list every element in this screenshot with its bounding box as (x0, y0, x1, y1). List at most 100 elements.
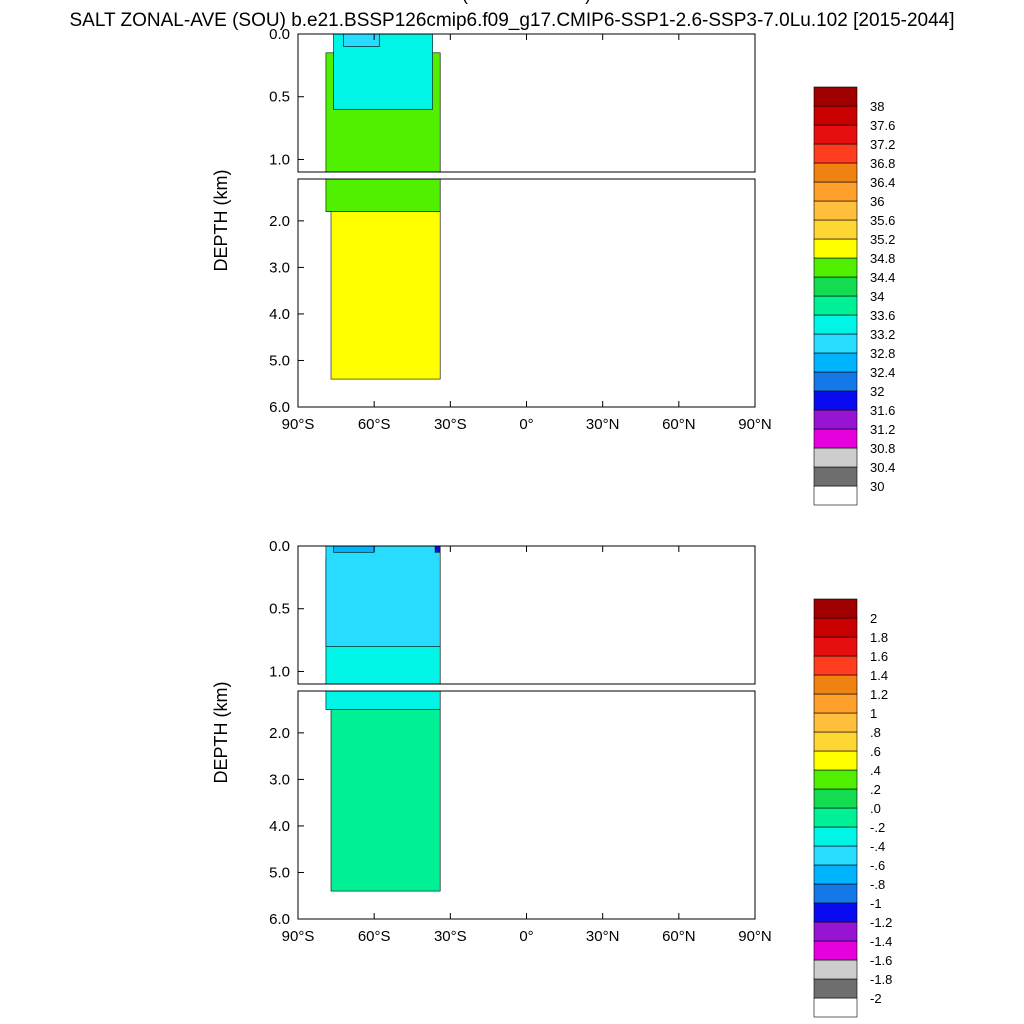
y-axis-label: DEPTH (km) (211, 170, 231, 272)
colorbar-label: 1.2 (870, 687, 888, 702)
colorbar-box (813, 86, 858, 107)
x-tick-label: 90°N (738, 416, 772, 433)
colorbar: 30 30.4 30.8 31.2 31.6 32 32.4 32.8 33.2 33.6 34 34… (813, 86, 895, 506)
colorbar-box (813, 314, 858, 335)
colorbar-box (813, 902, 858, 923)
colorbar-label: -1 (870, 896, 882, 911)
y-tick-label: 4.0 (269, 818, 290, 835)
colorbar-box (813, 997, 858, 1018)
colorbar-label: -1.6 (870, 953, 892, 968)
data-region-2-part-0 (325, 545, 441, 647)
colorbar-box (813, 105, 858, 126)
data-region-0-part-1 (330, 690, 441, 892)
panel-subtitle: (MODEL - OBS) (462, 0, 591, 4)
colorbar-label: -2 (870, 991, 882, 1006)
panel-salinity: 0.0 0.5 1.0 2.0 3.0 4.0 5.0 6.090°S 60°S 30°S 0° 30… (211, 26, 895, 506)
x-tick-label: 60°N (662, 416, 696, 433)
colorbar-label: -1.2 (870, 915, 892, 930)
colorbar-box (813, 333, 858, 354)
x-tick-label: 60°S (358, 928, 391, 945)
colorbar-label: 1 (870, 706, 877, 721)
data-regions (325, 545, 441, 892)
data-region-1-part-1 (325, 178, 441, 212)
data-region-1-part-1 (325, 690, 441, 710)
colorbar-box (813, 959, 858, 980)
y-tick-label: 2.0 (269, 213, 290, 230)
data-region-4-part-0 (434, 545, 441, 553)
colorbar-box (813, 485, 858, 506)
colorbar-box (813, 940, 858, 961)
x-tick-label: 90°N (738, 928, 772, 945)
colorbar-label: 34.4 (870, 270, 895, 285)
colorbar-label: 34 (870, 289, 884, 304)
colorbar-label: .0 (870, 801, 881, 816)
panel-model-minus-obs: (MODEL - OBS)0.00.51.02.03.04.05.06.090°… (211, 0, 892, 1018)
colorbar-label: 32.8 (870, 346, 895, 361)
data-regions (325, 33, 441, 380)
colorbar-label: -.4 (870, 839, 885, 854)
colorbar-box (813, 978, 858, 999)
colorbar-label: 1.4 (870, 668, 888, 683)
colorbar-label: 37.2 (870, 137, 895, 152)
colorbar-box (813, 636, 858, 657)
x-tick-label: 60°S (358, 416, 391, 433)
figure-title: SALT ZONAL-AVE (SOU) b.e21.BSSP126cmip6.… (69, 10, 954, 31)
x-tick-label: 30°N (586, 928, 620, 945)
colorbar-label: 33.6 (870, 308, 895, 323)
colorbar-label: 36 (870, 194, 884, 209)
colorbar-label: 32 (870, 384, 884, 399)
colorbar-label: -.6 (870, 858, 885, 873)
colorbar-label: 31.6 (870, 403, 895, 418)
colorbar-label: -.8 (870, 877, 885, 892)
colorbar-box (813, 921, 858, 942)
colorbar-label: 33.2 (870, 327, 895, 342)
x-tick-label: 30°N (586, 416, 620, 433)
colorbar-box (813, 693, 858, 714)
data-region-3-part-0 (333, 545, 375, 553)
colorbar-label: 32.4 (870, 365, 895, 380)
colorbar-label: 30.4 (870, 460, 895, 475)
colorbar-box (813, 428, 858, 449)
colorbar-label: -1.8 (870, 972, 892, 987)
y-tick-label: 6.0 (269, 399, 290, 416)
colorbar-box (813, 257, 858, 278)
y-tick-label: 0.5 (269, 601, 290, 618)
y-tick-label: 0.0 (269, 538, 290, 555)
colorbar-box (813, 769, 858, 790)
colorbar-box (813, 807, 858, 828)
y-tick-label: 0.0 (269, 26, 290, 43)
y-axis-label: DEPTH (km) (211, 682, 231, 784)
colorbar-box (813, 731, 858, 752)
colorbar-box (813, 390, 858, 411)
colorbar-label: .6 (870, 744, 881, 759)
colorbar-box (813, 788, 858, 809)
colorbar-box (813, 466, 858, 487)
y-tick-label: 1.0 (269, 663, 290, 680)
colorbar-label: 36.4 (870, 175, 895, 190)
colorbar-label: 38 (870, 99, 884, 114)
colorbar-box (813, 447, 858, 468)
y-tick-label: 5.0 (269, 352, 290, 369)
colorbar-box (813, 617, 858, 638)
x-tick-label: 60°N (662, 928, 696, 945)
colorbar-box (813, 371, 858, 392)
colorbar-box (813, 598, 858, 619)
x-tick-label: 30°S (434, 928, 467, 945)
colorbar-box (813, 674, 858, 695)
colorbar-label: 37.6 (870, 118, 895, 133)
y-tick-label: 3.0 (269, 259, 290, 276)
colorbar-label: .8 (870, 725, 881, 740)
y-tick-label: 3.0 (269, 771, 290, 788)
colorbar-label: 34.8 (870, 251, 895, 266)
colorbar-box (813, 162, 858, 183)
colorbar-box (813, 181, 858, 202)
colorbar-box (813, 219, 858, 240)
colorbar-box (813, 845, 858, 866)
data-region-0-part-1 (330, 178, 441, 380)
colorbar-box (813, 864, 858, 885)
y-tick-label: 5.0 (269, 864, 290, 881)
colorbar-label: -1.4 (870, 934, 892, 949)
colorbar-label: 35.2 (870, 232, 895, 247)
colorbar-box (813, 295, 858, 316)
